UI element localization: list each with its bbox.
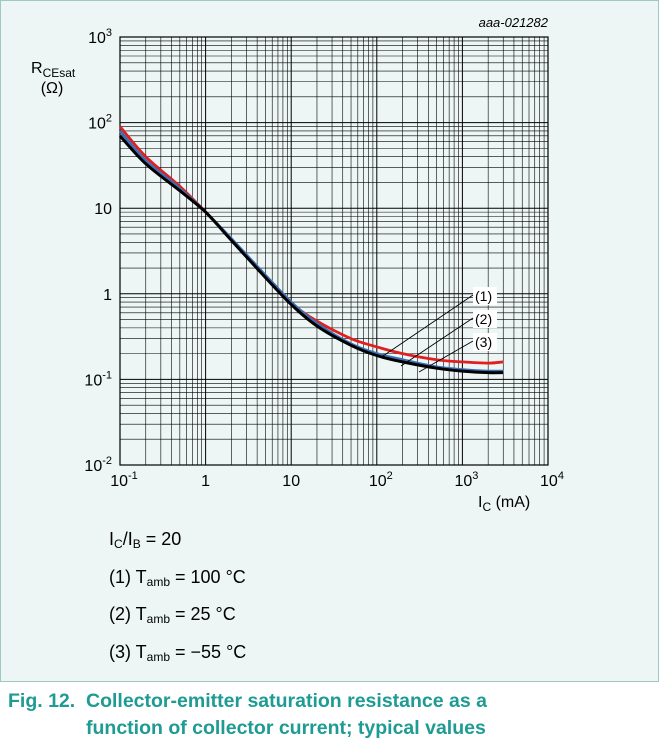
figure-panel: (1) (2) (3) 10-1 1 10 102 103 104 10-2 10-1 1 10 102… xyxy=(0,0,659,682)
condition-label: (1) T xyxy=(109,566,147,587)
condition-2: (2) Tamb = 25 °C xyxy=(109,601,246,639)
series-leader-line xyxy=(400,317,474,367)
chart-svg: (1)(2)(3) 10-1 1 10 102 103 10410-210-1110102… xyxy=(31,15,564,514)
series-label: (3) xyxy=(475,334,492,350)
plot-frame xyxy=(119,36,549,466)
caption-line-1: Collector-emitter saturation resistance … xyxy=(86,690,487,712)
ratio-value: = 20 xyxy=(140,529,182,549)
condition-3: (3) Tamb = −55 °C xyxy=(109,639,246,677)
y-tick-label: 103 xyxy=(88,27,112,47)
y-tick-label: 102 xyxy=(88,113,112,133)
series-line-minus55c xyxy=(118,134,504,375)
figure-caption: Fig. 12. Collector-emitter saturation res… xyxy=(8,688,658,742)
conditions-block: IC/IB = 20 (1) Tamb = 100 °C (2) Tamb = … xyxy=(109,526,246,676)
x-tick-label: 103 xyxy=(454,470,478,490)
y-tick-label: 10 xyxy=(94,201,112,218)
condition-value: = 100 °C xyxy=(170,566,246,587)
condition-sub: amb xyxy=(146,612,171,626)
caption-line-2: function of collector current; typical v… xyxy=(86,717,486,739)
x-axis-label: IC (mA) xyxy=(478,494,530,514)
series-lines xyxy=(118,125,504,375)
x-tick-label: 104 xyxy=(540,470,564,490)
x-tick-label: 1 xyxy=(201,473,210,490)
condition-sub: amb xyxy=(146,574,171,589)
axis-labels: 10-1 1 10 102 103 10410-210-1110102103RCEsat(… xyxy=(31,15,564,514)
x-tick-label: 10 xyxy=(282,473,300,490)
y-axis-unit: (Ω) xyxy=(41,80,64,97)
ratio-note: IC/IB = 20 xyxy=(109,526,246,564)
condition-value: = −55 °C xyxy=(170,641,247,662)
ratio-sep: /I xyxy=(122,529,133,549)
y-axis-label: RCEsat xyxy=(31,60,76,80)
series-label-bg xyxy=(473,287,497,305)
ratio-i: I xyxy=(109,529,115,549)
series-label: (2) xyxy=(475,311,492,327)
condition-1: (1) Tamb = 100 °C xyxy=(109,564,246,602)
chart-grid xyxy=(119,37,548,466)
y-tick-label: 10-1 xyxy=(84,369,112,389)
series-label-bg xyxy=(473,310,497,328)
y-tick-label: 10-2 xyxy=(84,455,112,475)
series-label: (1) xyxy=(475,288,492,304)
condition-label: (3) T xyxy=(109,641,147,662)
series-leader-line xyxy=(418,340,474,373)
ratio-c-sub: C xyxy=(114,537,123,551)
figure-id-label: aaa-021282 xyxy=(479,15,549,30)
condition-value: = 25 °C xyxy=(170,604,236,624)
series-label-bg xyxy=(473,333,497,351)
x-tick-label: 102 xyxy=(369,470,393,490)
ratio-b-sub: B xyxy=(132,537,141,551)
series-leader-line xyxy=(382,294,474,357)
series-label-leaders: (1) (2) (3) xyxy=(382,287,497,373)
condition-label: (2) T xyxy=(109,604,147,624)
condition-sub: amb xyxy=(146,649,171,664)
figure-number: Fig. 12. xyxy=(8,690,76,712)
y-tick-label: 1 xyxy=(103,287,112,304)
x-tick-label: 10-1 xyxy=(110,470,138,490)
series-line-25c xyxy=(118,129,504,373)
